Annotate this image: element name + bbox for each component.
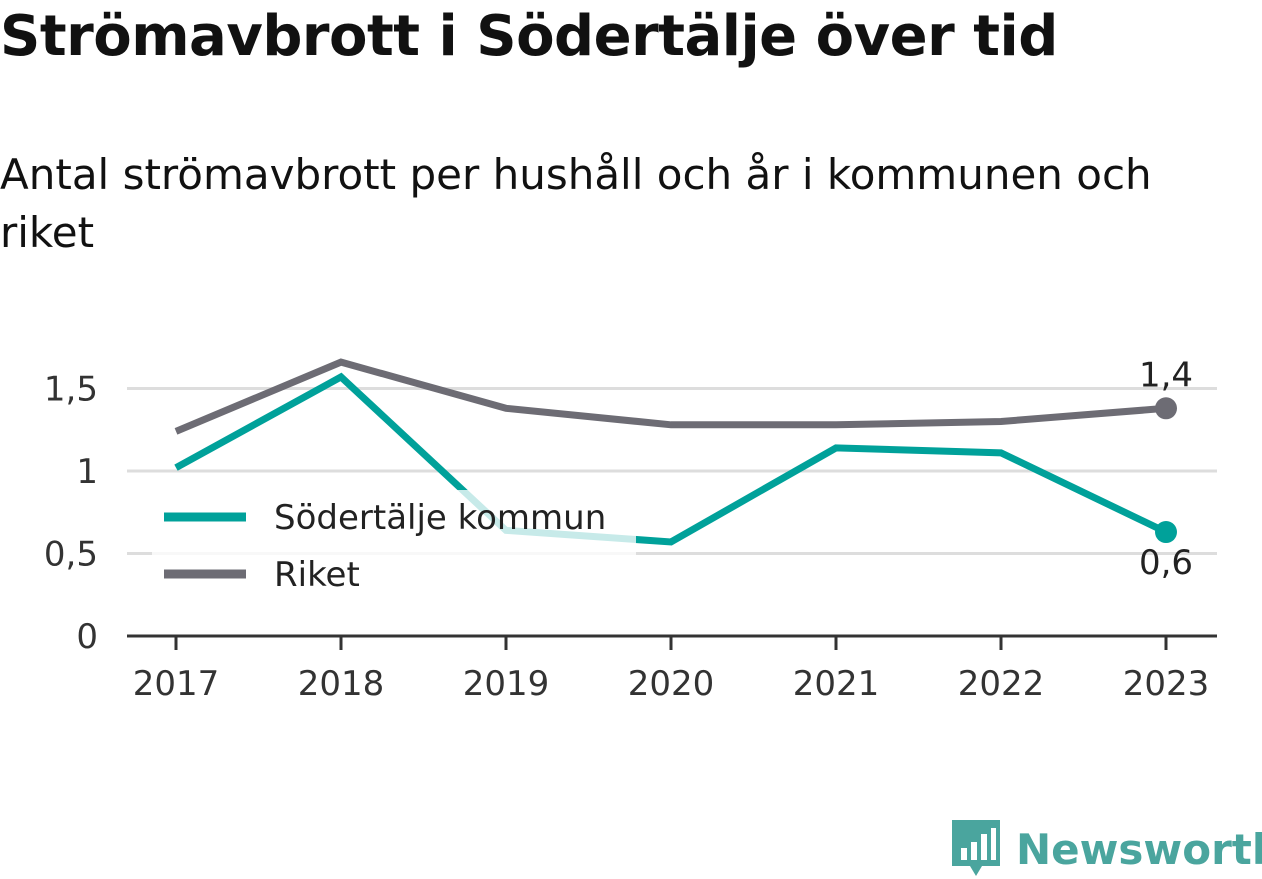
x-tick-label: 2022 bbox=[958, 664, 1045, 704]
x-tick-label: 2021 bbox=[793, 664, 880, 704]
x-tick-label: 2017 bbox=[133, 664, 220, 704]
legend-background bbox=[152, 490, 636, 600]
data-labels: 1,4 0,6 bbox=[1139, 355, 1193, 583]
y-tick-label: 1 bbox=[76, 452, 98, 492]
y-axis-ticks: 0 0,5 1 1,5 bbox=[44, 370, 98, 658]
x-tick-label: 2019 bbox=[463, 664, 550, 704]
data-label-riket: 1,4 bbox=[1139, 355, 1193, 395]
x-tick-label: 2018 bbox=[298, 664, 385, 704]
x-axis: 2017 2018 2019 2020 2021 2022 2023 bbox=[127, 634, 1217, 704]
brand-name: Newsworthy bbox=[1016, 824, 1262, 874]
y-tick-label: 0,5 bbox=[44, 535, 98, 575]
chart-badge-icon bbox=[952, 820, 1000, 876]
legend-label: Södertälje kommun bbox=[274, 498, 606, 538]
series-line-sodertalje bbox=[174, 372, 1168, 546]
chart-subtitle: Antal strömavbrott per hushåll och år i … bbox=[0, 150, 1152, 257]
endpoint-marker-sodertalje bbox=[1155, 521, 1177, 544]
newsworthy-logo: Newsworthy bbox=[952, 820, 1262, 878]
endpoint-marker-riket bbox=[1155, 397, 1177, 420]
y-tick-label: 0 bbox=[76, 617, 98, 657]
legend: Södertälje kommun Riket bbox=[152, 490, 636, 600]
x-tick-label: 2020 bbox=[628, 664, 715, 704]
y-tick-label: 1,5 bbox=[44, 370, 98, 410]
legend-label: Riket bbox=[274, 555, 360, 595]
data-label-sodertalje: 0,6 bbox=[1139, 543, 1193, 583]
x-tick-label: 2023 bbox=[1123, 664, 1210, 704]
chart-title: Strömavbrott i Södertälje över tid bbox=[0, 4, 1058, 69]
series-line-riket bbox=[174, 358, 1167, 435]
series-lines bbox=[174, 358, 1177, 546]
